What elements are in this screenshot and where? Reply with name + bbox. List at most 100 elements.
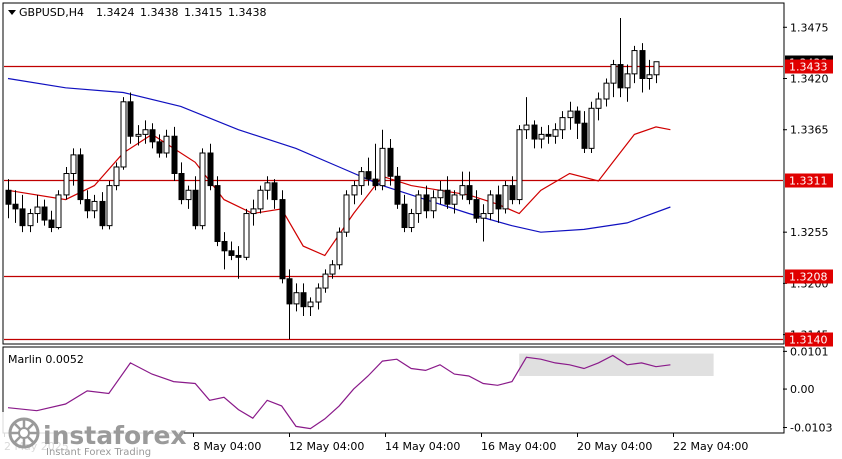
bearish-candle-body (444, 189, 451, 205)
bearish-candle-body (271, 182, 278, 201)
time-tick-label: 12 May 04:00 (289, 440, 364, 453)
bullish-candle-body (516, 129, 523, 201)
candle (459, 171, 466, 200)
candle (466, 171, 473, 205)
bullish-candle-body (293, 292, 300, 305)
price-tick-label: 1.3475 (790, 21, 829, 34)
bullish-candle-body (329, 264, 336, 275)
candle (307, 297, 314, 316)
time-tick-label: 14 May 04:00 (385, 440, 460, 453)
bullish-candle-body (358, 171, 365, 187)
bullish-candle-body (451, 194, 458, 205)
logo-mark-icon (8, 417, 40, 449)
bearish-candle-body (401, 203, 408, 229)
candle (624, 64, 631, 102)
bullish-candle-body (243, 213, 250, 258)
level-price-label: 1.3311 (789, 175, 828, 188)
candle (401, 194, 408, 233)
bearish-candle-body (214, 185, 221, 242)
bullish-candle-body (351, 185, 358, 196)
candle (336, 227, 343, 270)
time-tick-label: 16 May 04:00 (481, 440, 556, 453)
candle (5, 179, 12, 219)
bullish-candle-body (588, 107, 595, 149)
bullish-candle-body (415, 194, 422, 215)
candle (595, 92, 602, 121)
candle (538, 126, 545, 149)
level-price-label: 1.3140 (789, 334, 828, 347)
candle (322, 269, 329, 293)
bullish-candle-body (646, 74, 653, 80)
bearish-candle-body (207, 152, 214, 187)
bullish-candle-body (624, 73, 631, 89)
candle (243, 208, 250, 261)
oscillator-line (7, 354, 671, 430)
bullish-candle-body (502, 185, 509, 210)
candle (315, 283, 322, 310)
bullish-candle-body (315, 287, 322, 303)
candle (70, 148, 77, 186)
bullish-candle-body (610, 64, 617, 84)
candle (415, 190, 422, 223)
bullish-candle-body (538, 133, 545, 140)
candle (631, 45, 638, 84)
bearish-candle-body (581, 122, 588, 149)
bullish-candle-body (185, 189, 192, 201)
bearish-candle-body (495, 194, 502, 210)
candle (77, 148, 84, 205)
time-tick-label: 20 May 04:00 (577, 440, 652, 453)
candle (214, 176, 221, 247)
candle (271, 179, 278, 209)
candle (581, 111, 588, 154)
instaforex-logo: instaforex Instant Forex Trading (0, 412, 187, 459)
price-tick-label: 1.3365 (790, 124, 829, 137)
bullish-candle-body (552, 129, 559, 137)
candle (387, 139, 394, 186)
bullish-candle-body (27, 213, 34, 227)
candle (207, 143, 214, 191)
candle (135, 125, 142, 146)
time-tick-label: 22 May 04:00 (673, 440, 748, 453)
level-price-badge (785, 59, 833, 74)
header-low: 1.3415 (184, 6, 223, 19)
bearish-candle-body (228, 250, 235, 256)
candle (171, 126, 178, 181)
bearish-candle-body (99, 200, 106, 227)
bullish-candle-body (631, 50, 638, 75)
candle (574, 106, 581, 140)
candle (394, 166, 401, 209)
bullish-candle-body (459, 185, 466, 196)
candle (178, 162, 185, 205)
oscillator-tick-label: 0.00 (790, 383, 815, 396)
symbol-header: GBPUSD,H4 1.3424 1.3438 1.3415 1.3438 (8, 6, 267, 19)
bearish-candle-body (178, 173, 185, 201)
bearish-candle-body (41, 206, 48, 221)
bearish-candle-body (5, 189, 12, 205)
logo-brand-text: instaforex (43, 421, 187, 450)
candle (487, 190, 494, 221)
bullish-candle-body (257, 189, 264, 210)
bullish-candle-body (379, 147, 386, 187)
bullish-candle-body (653, 61, 660, 76)
bearish-candle-body (19, 208, 26, 227)
candle (235, 246, 242, 279)
candle (545, 125, 552, 144)
level-price-badge (785, 269, 833, 284)
candle (437, 180, 444, 205)
bearish-candle-body (639, 50, 646, 80)
level-price-label: 1.3433 (789, 61, 828, 74)
bullish-candle-body (523, 124, 530, 131)
oscillator-layer: 0.0101 0.00 -0.0103 (7, 345, 832, 435)
candle (12, 190, 19, 223)
candle (653, 61, 660, 84)
level-price-badge (785, 173, 833, 188)
candle (516, 125, 523, 205)
candle (372, 143, 379, 191)
candle (603, 78, 610, 107)
candle (639, 43, 646, 93)
candle (286, 269, 293, 340)
bearish-candle-body (127, 101, 134, 137)
candle (343, 190, 350, 237)
bearish-candle-body (12, 203, 19, 210)
